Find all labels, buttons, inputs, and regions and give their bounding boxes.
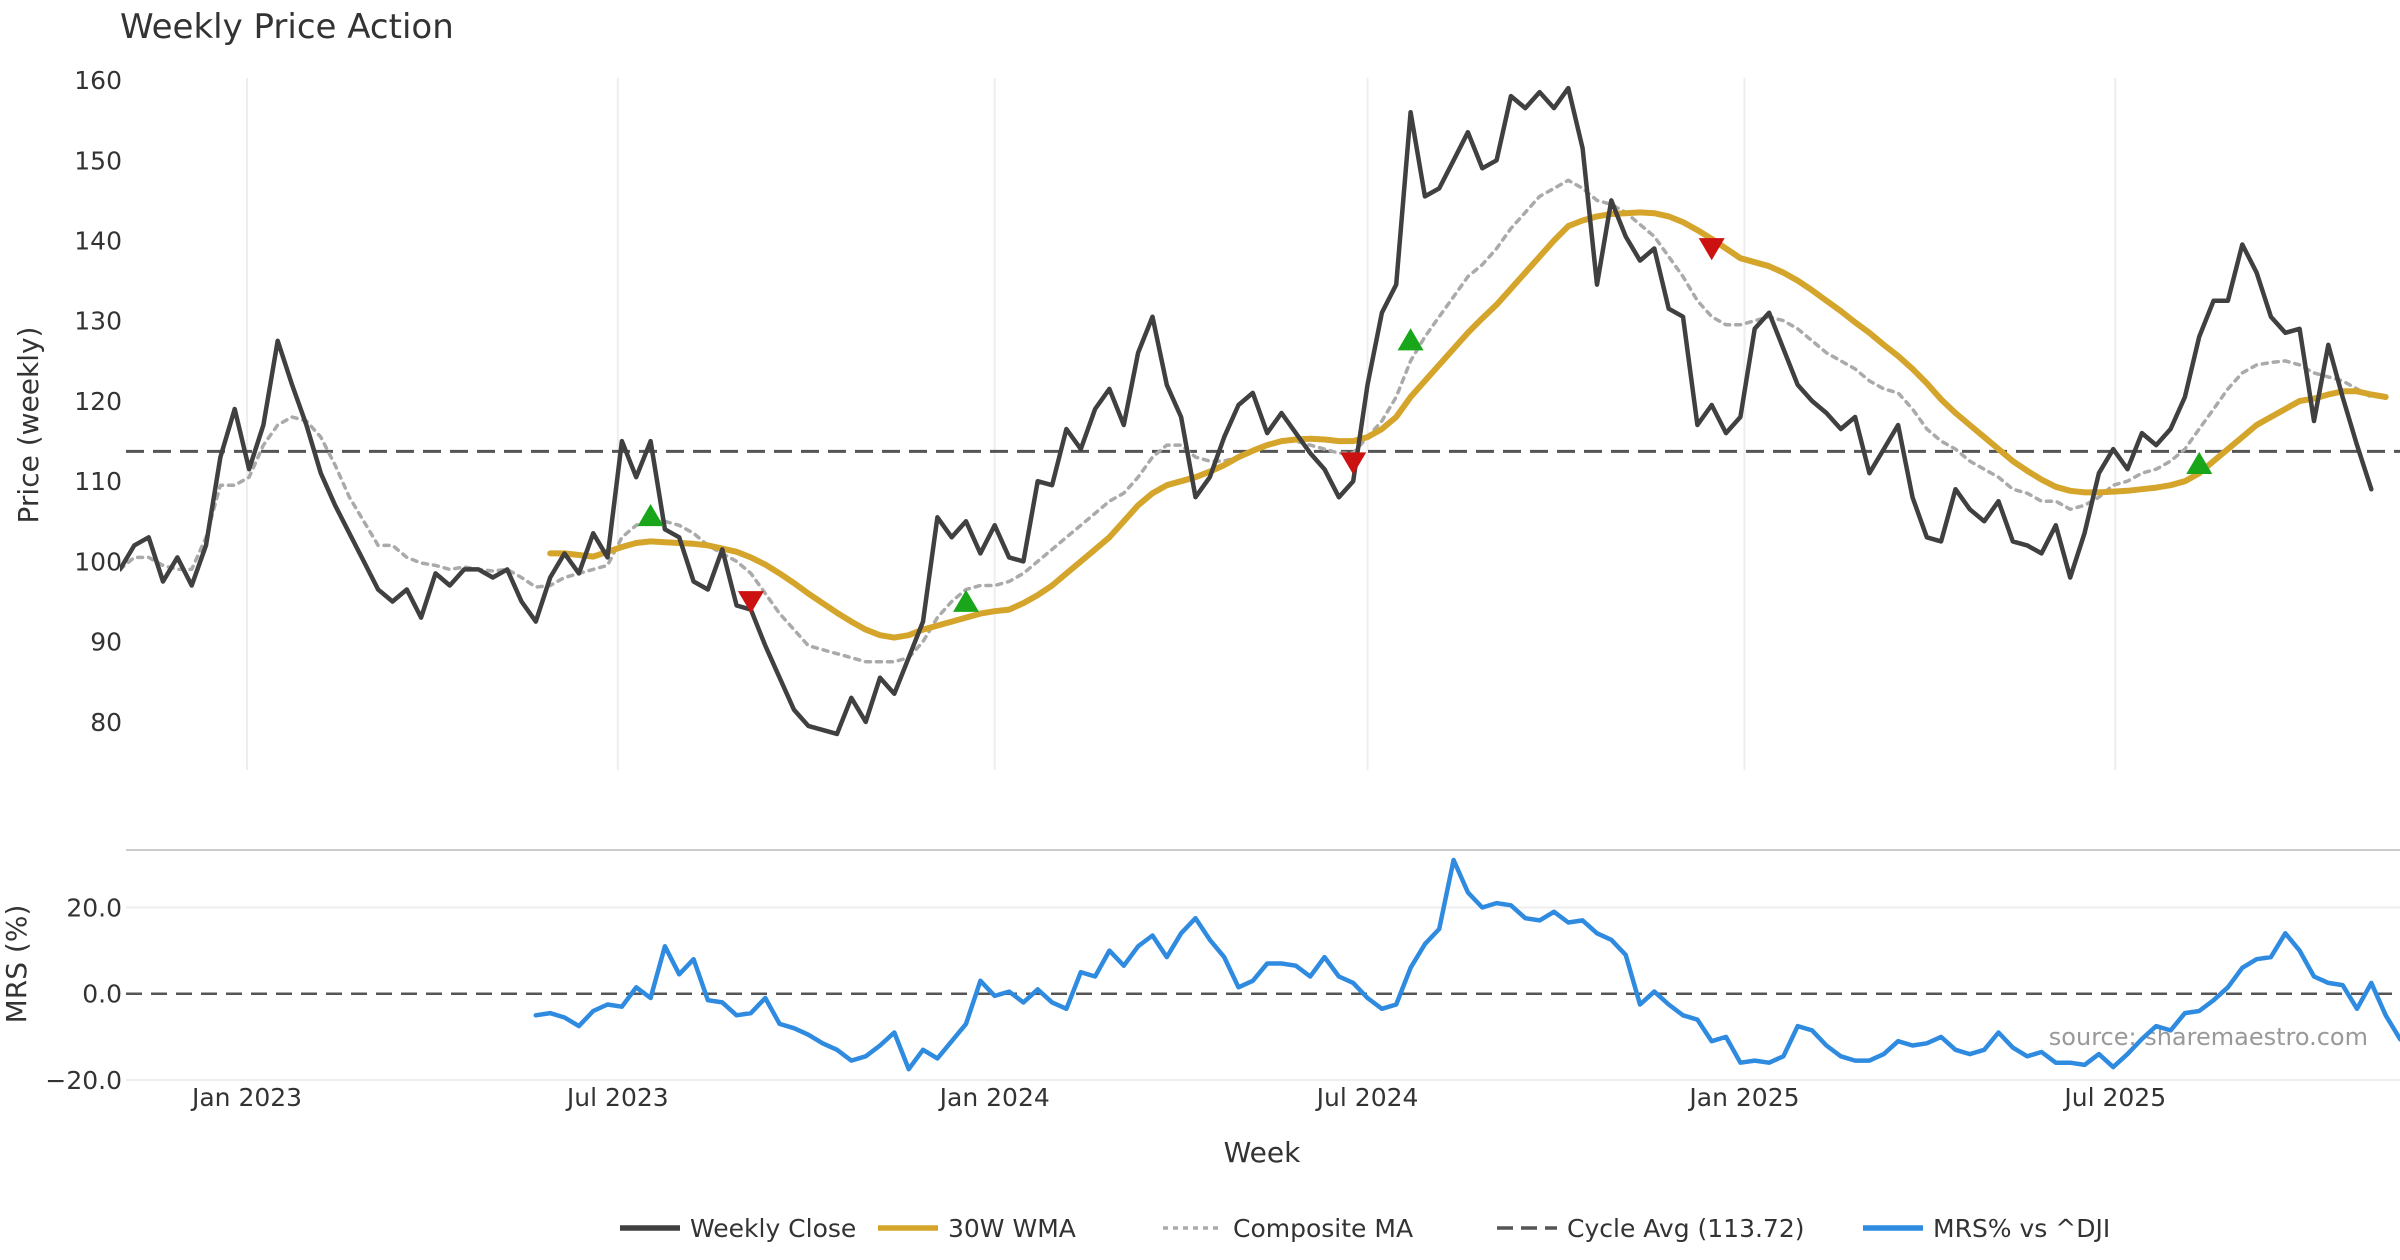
sell-signal-marker [1698,238,1725,261]
weekly-close-line [120,85,2374,737]
sell-signal-marker [1340,452,1367,475]
legend-label: 30W WMA [948,1214,1076,1243]
sell-signal-marker [737,591,764,614]
price-y-tick-label: 160 [74,66,122,95]
buy-signal-marker [953,589,980,612]
legend-label: Weekly Close [690,1214,856,1243]
price-y-tick-label: 150 [74,146,122,175]
x-tick-label: Jul 2024 [1315,1083,1419,1112]
axis-layer: 80 90 100 110 120 130 140 150 160 −20.0 0.0 20.0 Jan… [45,66,2166,1112]
price-y-tick-label: 100 [74,547,122,576]
legend-label: Cycle Avg (113.72) [1567,1214,1805,1243]
legend-label: MRS% vs ^DJI [1933,1214,2110,1243]
legend-item[interactable]: 30W WMA [878,1214,1076,1243]
legend-item[interactable]: Composite MA [1163,1214,1413,1243]
x-axis-label: Week [1224,1136,1301,1169]
x-tick-label: Jul 2023 [565,1083,669,1112]
legend-item[interactable]: Weekly Close [620,1214,856,1243]
price-y-tick-label: 130 [74,307,122,336]
legend-item[interactable]: MRS% vs ^DJI [1863,1214,2110,1243]
price-y-tick-label: 80 [90,708,122,737]
price-panel [120,85,2400,737]
wma-30w-line [547,209,2389,641]
x-tick-label: Jan 2024 [938,1083,1050,1112]
grid-layer [126,78,2400,1081]
buy-signal-marker [1397,328,1424,351]
legend[interactable]: Weekly Close 30W WMA Composite MA Cycle Avg… [620,1214,2110,1243]
mrs-y-tick-label: 20.0 [66,893,122,922]
x-tick-label: Jan 2025 [1687,1083,1799,1112]
composite-ma-line [120,178,2374,664]
buy-signal-marker [2186,451,2213,474]
price-y-tick-label: 120 [74,387,122,416]
mrs-y-tick-label: −20.0 [45,1066,122,1095]
legend-label: Composite MA [1233,1214,1413,1243]
legend-item[interactable]: Cycle Avg (113.72) [1497,1214,1805,1243]
mrs-panel [126,857,2400,1072]
chart-title: Weekly Price Action [120,7,454,47]
price-y-axis-label: Price (weekly) [12,327,45,524]
mrs-y-tick-label: 0.0 [82,980,122,1009]
watermark: source: sharemaestro.com [2049,1023,2368,1051]
x-tick-label: Jan 2023 [190,1083,302,1112]
mrs-line [533,857,2400,1072]
mrs-y-axis-label: MRS (%) [0,905,33,1024]
price-y-tick-label: 110 [74,467,122,496]
x-tick-label: Jul 2025 [2062,1083,2166,1112]
buy-signal-marker [637,503,664,527]
price-y-tick-label: 140 [74,227,122,256]
price-y-tick-label: 90 [90,628,122,657]
